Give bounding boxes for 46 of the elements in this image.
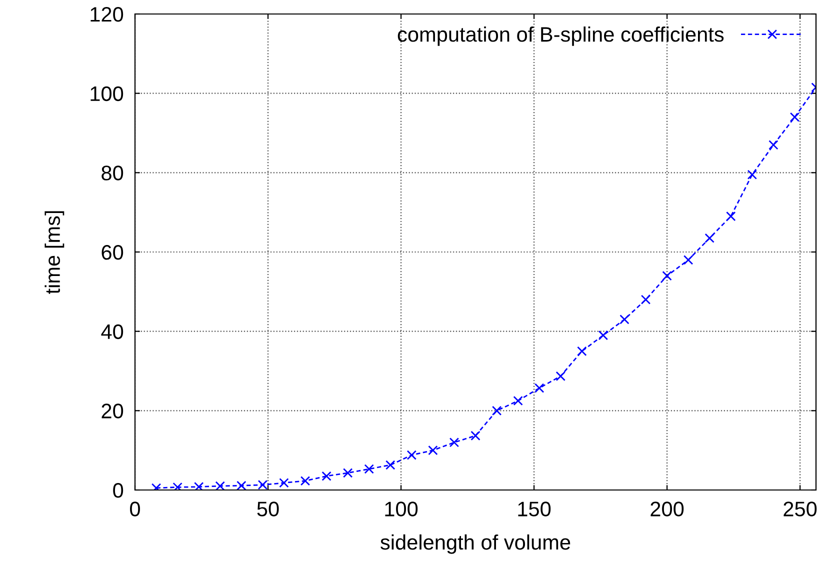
point bbox=[194, 482, 204, 490]
point bbox=[258, 480, 268, 490]
x-tick-label: 100 bbox=[385, 502, 418, 516]
point bbox=[534, 383, 544, 393]
point bbox=[790, 112, 800, 122]
x-tick-label: 50 bbox=[257, 502, 279, 516]
point bbox=[747, 170, 758, 180]
y-tick-label: 100 bbox=[90, 86, 124, 102]
y-tick-label: 60 bbox=[102, 245, 124, 260]
x-tick-label: 0 bbox=[130, 502, 140, 516]
point bbox=[428, 445, 438, 456]
x-tick-label: 250 bbox=[784, 502, 817, 516]
point bbox=[513, 396, 523, 406]
y-axis-title: time [ms] bbox=[44, 211, 64, 294]
y-tick-label: 120 bbox=[90, 7, 124, 22]
y-tick-label: 80 bbox=[102, 166, 124, 180]
point bbox=[279, 478, 289, 488]
point bbox=[620, 314, 630, 324]
point bbox=[364, 464, 374, 474]
point bbox=[640, 294, 651, 304]
point bbox=[577, 346, 587, 356]
point bbox=[322, 471, 332, 481]
point bbox=[342, 468, 353, 478]
point bbox=[726, 211, 736, 222]
point bbox=[386, 460, 396, 470]
legend-label: computation of B-spline coefficients bbox=[398, 26, 724, 46]
point bbox=[598, 330, 608, 340]
point bbox=[172, 482, 182, 490]
point bbox=[215, 481, 225, 490]
point bbox=[662, 270, 672, 281]
point bbox=[768, 140, 778, 150]
x-tick-label: 200 bbox=[650, 502, 684, 516]
point bbox=[683, 255, 694, 265]
point bbox=[470, 430, 480, 441]
x-axis-title: sidelength of volume bbox=[380, 534, 570, 554]
point bbox=[406, 450, 417, 460]
point bbox=[492, 406, 502, 416]
point bbox=[449, 438, 460, 448]
y-tick-label: 0 bbox=[113, 483, 124, 498]
y-tick-label: 20 bbox=[102, 404, 124, 418]
point bbox=[704, 233, 714, 243]
point bbox=[300, 476, 310, 486]
y-tick-label: 40 bbox=[101, 324, 124, 340]
point bbox=[556, 371, 566, 382]
point bbox=[236, 480, 246, 490]
x-tick-label: 150 bbox=[518, 502, 551, 516]
